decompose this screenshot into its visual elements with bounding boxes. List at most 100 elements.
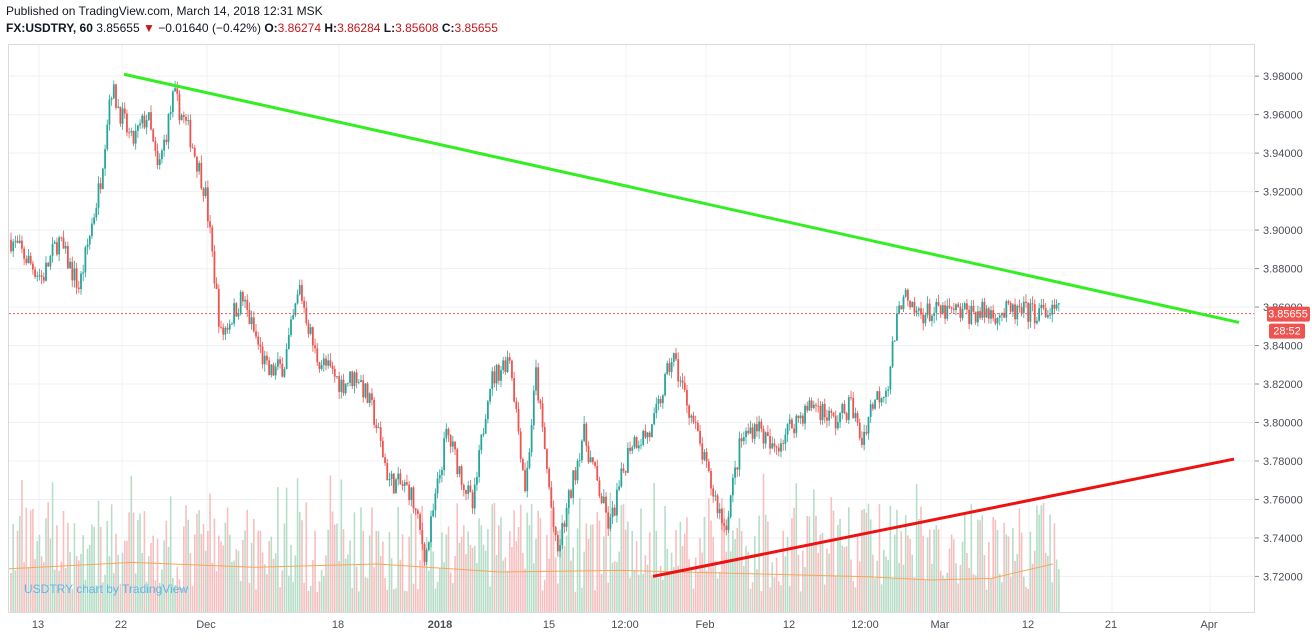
candle-body [476,476,478,485]
volume-bar [898,562,900,612]
candle-body [976,311,979,323]
published-caption: Published on TradingView.com, March 14, … [6,4,323,18]
volume-bar [858,561,861,612]
volume-bar [432,551,434,612]
candle-body [611,507,614,518]
volume-bar [552,515,555,612]
candle-body [508,357,511,361]
volume-bar [338,560,340,612]
volume-bar [250,542,253,612]
volume-bar [134,573,137,612]
volume-bar [659,565,662,612]
candle-body [858,422,861,439]
low-value: 3.85608 [395,21,439,35]
volume-bar [922,535,924,612]
volume-bar [10,573,12,612]
candle-body [815,404,817,406]
support-trendline[interactable] [652,457,1235,578]
volume-bar [990,578,992,612]
volume-bar [788,586,791,612]
volume-bar [708,498,710,612]
candle-body [360,380,362,383]
candle-body [45,262,47,281]
high-value: 3.86284 [337,21,381,35]
candle-body [327,360,330,366]
time-scale-svg[interactable]: 13 22 Dec 18 2018 15 12:00 Feb 12 12:00 Mar 12 21 Apr [8,612,1253,636]
volume-bar [130,475,133,612]
plot-svg[interactable] [8,45,1254,612]
chart-pane[interactable] [8,44,1255,613]
candle-body [371,393,373,401]
volume-bar [272,558,275,612]
volume-bar [806,515,809,612]
price-scale[interactable]: 3.98000 3.96000 3.94000 3.92000 3.90000 3.880… [1255,44,1312,613]
candle-body [578,460,581,461]
candle-body [734,467,736,478]
candle-body [296,294,299,304]
candle-body [1055,304,1058,309]
volume-bar [493,502,496,612]
candle-body [248,309,251,325]
price-scale-svg[interactable]: 3.98000 3.96000 3.94000 3.92000 3.90000 3.880… [1255,44,1312,613]
volume-bar [902,564,905,612]
candle-body [589,457,592,463]
candle-body [403,482,406,486]
symbol-interval[interactable]: FX:USDTRY, 60 [6,21,93,35]
candle-body [797,415,800,419]
candle-body [683,382,686,390]
resistance-trendline[interactable] [123,72,1240,324]
volume-bar [401,534,404,612]
candles [10,80,1060,566]
candle-body [983,301,986,318]
candle-body [718,509,721,514]
volume-bar [603,536,605,612]
volume-bar [174,585,176,612]
volume-bar [117,554,119,612]
volume-bar [355,566,358,612]
volume-bar [598,520,601,612]
volume-bar [778,581,780,612]
candle-body [762,428,765,444]
volume-bar [294,555,297,612]
volume-bar [211,562,214,612]
volume-bar [253,518,255,612]
candle-body [810,400,813,408]
candle-body [710,471,712,489]
candle-body [812,404,815,408]
candle-body [648,432,651,437]
candle-body [255,331,257,337]
volume-bar [780,585,782,612]
candle-body [489,389,491,402]
candle-body [629,447,631,451]
watermark-link[interactable]: USDTRY chart by TradingView [24,582,189,596]
volume-bar [668,572,671,612]
candle-body [169,112,172,115]
volume-bar [351,587,354,612]
candle-body [110,98,113,100]
candle-body [714,495,717,497]
volume-bar [408,536,410,612]
volume-bar [889,505,892,612]
volume-bar [998,573,1001,612]
candle-body [399,473,402,485]
candle-body [681,380,684,383]
volume-bar [839,518,841,612]
candle-body [99,183,102,189]
candle-body [290,319,292,336]
volume-bar [651,575,653,612]
candle-body [731,477,734,496]
candle-body [622,468,625,472]
volume-bar [99,526,102,612]
volume-bar [568,506,570,612]
candle-body [933,312,936,316]
time-scale[interactable]: 13 22 Dec 18 2018 15 12:00 Feb 12 12:00 Mar 12 21 Apr [8,612,1253,636]
candle-body [322,358,325,366]
candle-body [1020,307,1023,313]
time-tick-label: 21 [1105,619,1117,631]
volume-bar [480,525,483,612]
candle-body [220,326,222,328]
volume-bar [869,519,872,612]
volume-bar [808,516,811,612]
candle-body [946,305,949,319]
open-value: 3.86274 [277,21,322,35]
